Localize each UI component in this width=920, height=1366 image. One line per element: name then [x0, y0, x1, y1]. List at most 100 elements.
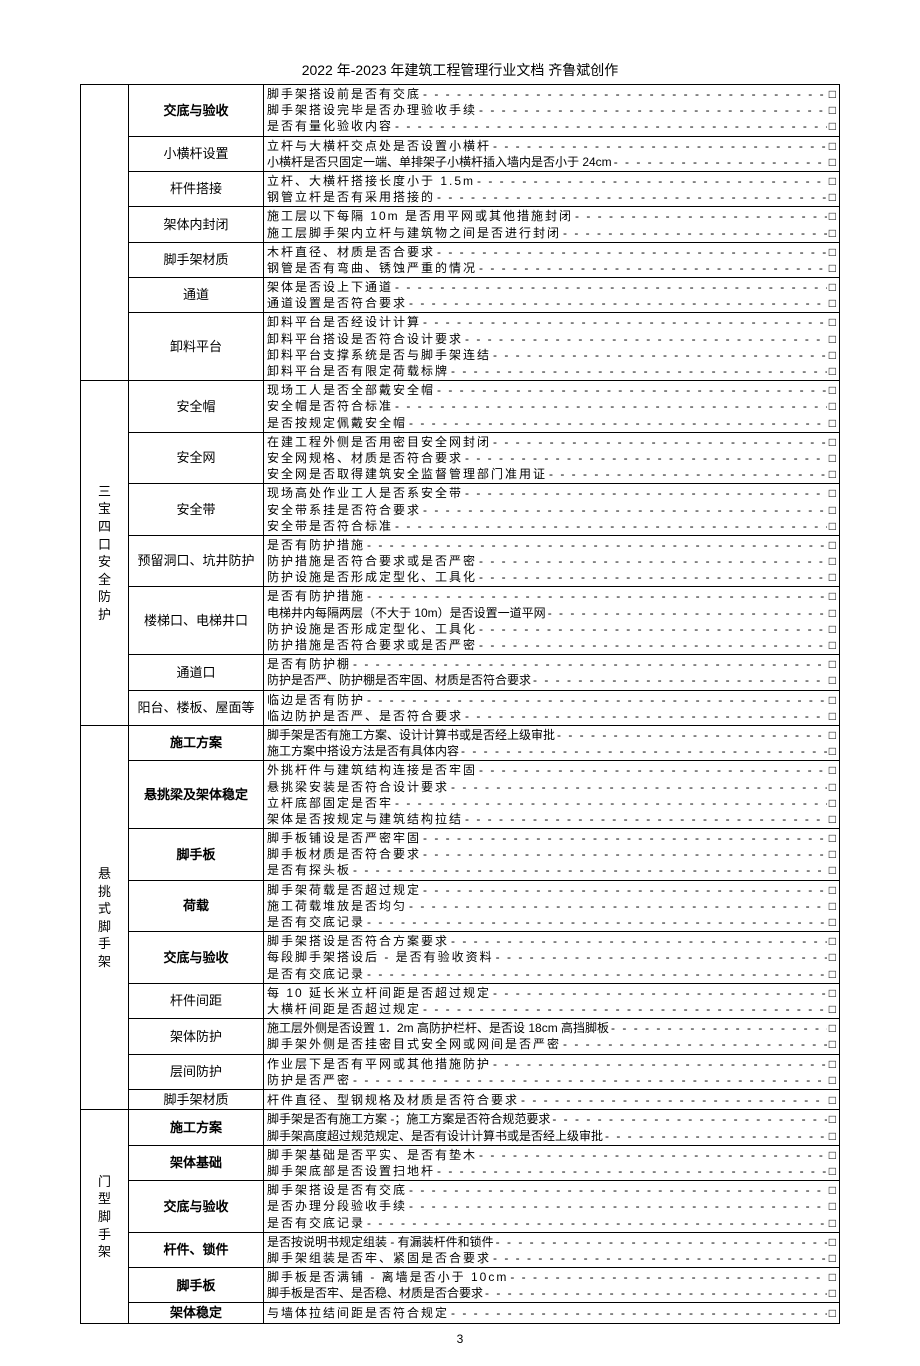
- dash-fill: [465, 708, 827, 724]
- check-line: 脚手架外侧是否挂密目式安全网或网间是否严密□: [267, 1036, 836, 1052]
- dash-fill: [423, 846, 827, 862]
- dash-fill: [521, 1092, 827, 1108]
- check-line: 电梯井内每隔两层（不大于 10m）是否设置一道平网 □: [267, 605, 836, 621]
- check-line: 施工层以下每隔 10m 是否用平网或其他措施封闭□: [267, 208, 836, 224]
- dash-fill: [451, 779, 827, 795]
- item-cell: 预留洞口、坑井防护: [129, 535, 264, 587]
- check-line: 脚手架基础是否平实、是否有垫木□: [267, 1147, 836, 1163]
- dash-fill: [611, 1020, 827, 1036]
- checklist-table: 交底与验收脚手架搭设前是否有交底□脚手架搭设完毕是否办理验收手续□是否有量化验收…: [80, 84, 840, 1324]
- table-row: 安全网在建工程外侧是否用密目安全网封闭□安全网规格、材质是否符合要求□安全网是否…: [81, 432, 840, 484]
- check-text: 安全带系挂是否符合要求: [267, 502, 421, 518]
- checkbox-icon: □: [829, 830, 836, 846]
- check-text: 立杆底部固定是否牢: [267, 795, 393, 811]
- dash-fill: [423, 314, 827, 330]
- checkbox-icon: □: [829, 208, 836, 224]
- check-line: 是否有量化验收内容 □: [267, 118, 836, 134]
- dash-fill: [465, 450, 827, 466]
- dash-fill: [409, 898, 827, 914]
- checkbox-icon: □: [829, 1020, 836, 1036]
- check-text: 脚手板是否牢、是否稳、材质是否合要求: [267, 1285, 483, 1301]
- check-line: 现场工人是否全部戴安全帽□: [267, 382, 836, 398]
- check-line: 脚手板铺设是否严密牢固□: [267, 830, 836, 846]
- dash-fill: [423, 502, 827, 518]
- table-row: 交底与验收脚手架搭设是否符合方案要求□每段脚手架搭设后 - 是否有验收资料□是否…: [81, 932, 840, 984]
- check-text: 大横杆间距是否超过规定: [267, 1001, 421, 1017]
- table-row: 架体防护施工层外侧是否设置 1．2m 高防护栏杆、是否设 18cm 高挡脚板□脚…: [81, 1019, 840, 1054]
- dash-fill: [493, 1056, 827, 1072]
- dash-fill: [437, 244, 827, 260]
- check-text: 施工层脚手架内立杆与建筑物之间是否进行封闭: [267, 225, 561, 241]
- check-text: 是否有探头板: [267, 862, 351, 878]
- item-cell: 施工方案: [129, 1110, 264, 1145]
- table-row: 通道架体是否设上下通道□通道设置是否符合要求□: [81, 278, 840, 313]
- check-line: 防护设施是否形成定型化、工具化□: [267, 569, 836, 585]
- checkbox-icon: □: [829, 1182, 836, 1198]
- checkbox-icon: □: [829, 1036, 836, 1052]
- checkbox-icon: □: [829, 743, 836, 759]
- check-text: 是否有交底记录: [267, 966, 365, 982]
- checkbox-icon: □: [829, 466, 836, 482]
- check-text: 外挑杆件与建筑结构连接是否牢固: [267, 762, 477, 778]
- dash-fill: [461, 743, 827, 759]
- dash-fill: [485, 1285, 827, 1301]
- item-cell: 小横杆设置: [129, 136, 264, 171]
- check-text: 作业层下是否有平网或其他措施防护: [267, 1056, 491, 1072]
- content-cell: 施工层以下每隔 10m 是否用平网或其他措施封闭□施工层脚手架内立杆与建筑物之间…: [264, 207, 840, 242]
- check-line: 卸料平台支撑系统是否与脚手架连结□: [267, 347, 836, 363]
- check-text: 是否有交底记录: [267, 914, 365, 930]
- check-text: 电梯井内每隔两层（不大于 10m）是否设置一道平网: [267, 605, 546, 621]
- check-line: 是否有交底记录 □: [267, 914, 836, 930]
- check-text: 是否有量化验收内容: [267, 118, 393, 134]
- checkbox-icon: □: [829, 637, 836, 653]
- category-cell: [81, 85, 129, 381]
- item-cell: 脚手架材质: [129, 242, 264, 277]
- dash-fill: [496, 1234, 827, 1250]
- check-text: 脚手架底部是否设置扫地杆: [267, 1163, 435, 1179]
- check-line: 脚手板是否牢、是否稳、材质是否合要求□: [267, 1285, 836, 1301]
- checkbox-icon: □: [829, 415, 836, 431]
- item-cell: 安全带: [129, 484, 264, 536]
- check-line: 脚手架高度超过规范规定、是否有设计计算书或是否经上级审批□: [267, 1128, 836, 1144]
- check-line: 防护是否严、防护棚是否牢固、材质是否符合要求□: [267, 672, 836, 688]
- check-text: 卸料平台支撑系统是否与脚手架连结: [267, 347, 491, 363]
- check-line: 是否办理分段验收手续□: [267, 1198, 836, 1214]
- check-line: 防护措施是否符合要求或是否严密□: [267, 637, 836, 653]
- dash-fill: [423, 830, 827, 846]
- check-line: 是否按说明书规定组装 - 有漏装杆件和锁件□: [267, 1234, 836, 1250]
- check-line: 脚手架荷载是否超过规定□: [267, 882, 836, 898]
- dash-fill: [395, 118, 827, 134]
- checkbox-icon: □: [829, 450, 836, 466]
- checkbox-icon: □: [829, 914, 836, 930]
- table-row: 门型脚手架施工方案脚手架是否有施工方案 -；施工方案是否符合规范要求□脚手架高度…: [81, 1110, 840, 1145]
- check-line: 是否有防护棚□: [267, 656, 836, 672]
- checkbox-icon: □: [829, 1269, 836, 1285]
- category-cell: 门型脚手架: [81, 1110, 129, 1324]
- item-cell: 架体防护: [129, 1019, 264, 1054]
- table-row: 架体稳定与墙体拉结间距是否符合规定□: [81, 1303, 840, 1324]
- check-line: 架体是否设上下通道□: [267, 279, 836, 295]
- item-cell: 杆件搭接: [129, 171, 264, 206]
- table-row: 架体内封闭施工层以下每隔 10m 是否用平网或其他措施封闭□施工层脚手架内立杆与…: [81, 207, 840, 242]
- check-line: 卸料平台是否有限定荷载标牌□: [267, 363, 836, 379]
- check-text: 悬挑梁安装是否符合设计要求: [267, 779, 449, 795]
- check-line: 施工方案中搭设方法是否有具体内容□: [267, 743, 836, 759]
- checkbox-icon: □: [829, 118, 836, 134]
- table-row: 阳台、楼板、屋面等临边是否有防护□临边防护是否严、是否符合要求□: [81, 690, 840, 725]
- checkbox-icon: □: [829, 1305, 836, 1321]
- checkbox-icon: □: [829, 1163, 836, 1179]
- content-cell: 脚手板铺设是否严密牢固□脚手板材质是否符合要求□是否有探头板□: [264, 829, 840, 881]
- check-line: 立杆底部固定是否牢□: [267, 795, 836, 811]
- check-line: 与墙体拉结间距是否符合规定□: [267, 1305, 836, 1321]
- check-text: 脚手架组装是否牢、紧固是否合要求: [267, 1250, 491, 1266]
- dash-fill: [353, 1072, 827, 1088]
- dash-fill: [409, 295, 827, 311]
- table-row: 悬挑梁及架体稳定外挑杆件与建筑结构连接是否牢固□悬挑梁安装是否符合设计要求□立杆…: [81, 761, 840, 829]
- checkbox-icon: □: [829, 621, 836, 637]
- dash-fill: [477, 173, 827, 189]
- checkbox-icon: □: [829, 537, 836, 553]
- checkbox-icon: □: [829, 692, 836, 708]
- checkbox-icon: □: [829, 933, 836, 949]
- checkbox-icon: □: [829, 605, 836, 621]
- checkbox-icon: □: [829, 1056, 836, 1072]
